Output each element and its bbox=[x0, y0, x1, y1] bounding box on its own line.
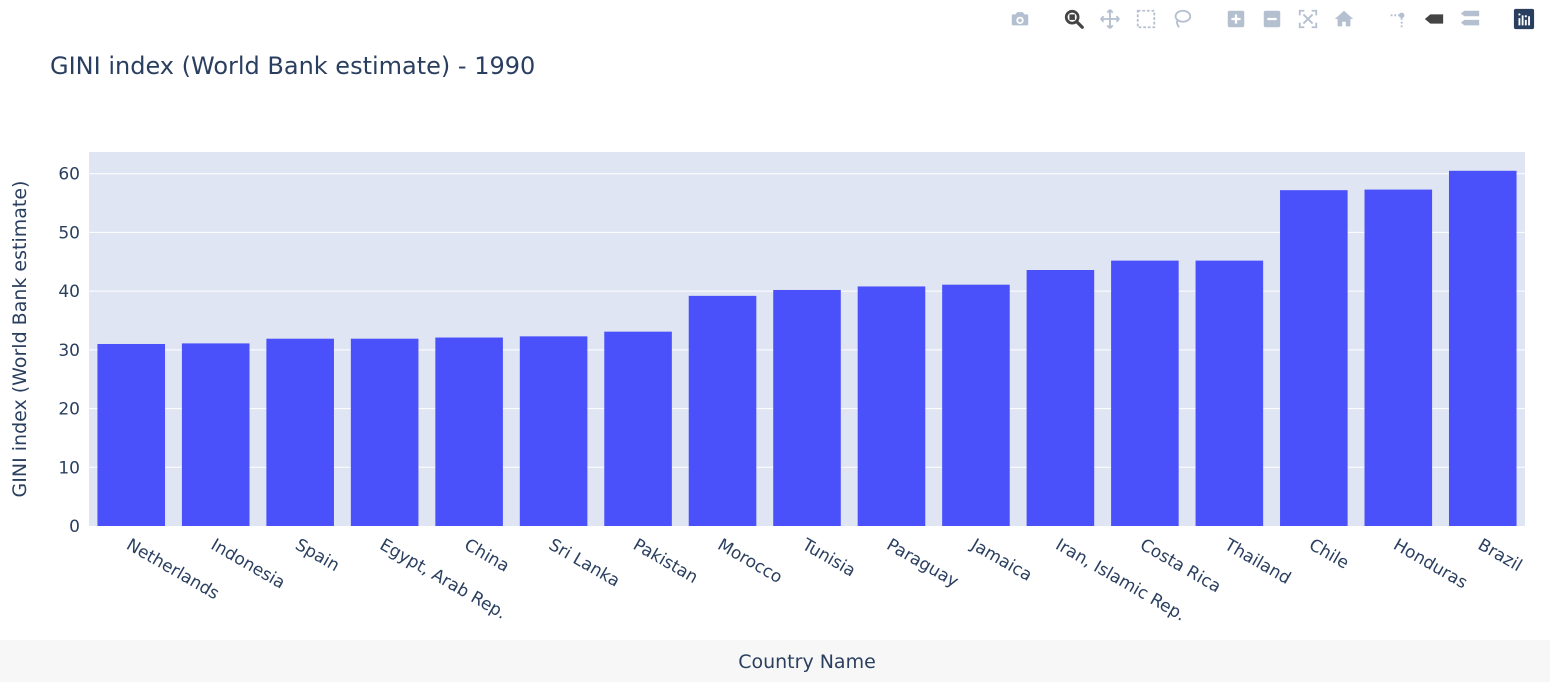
bar[interactable] bbox=[857, 286, 926, 526]
bar[interactable] bbox=[435, 337, 503, 526]
x-tick-label: Spain bbox=[292, 535, 343, 576]
plot-modebar bbox=[984, 4, 1542, 34]
hover-compare-icon[interactable] bbox=[1457, 6, 1483, 32]
bar[interactable] bbox=[604, 331, 672, 526]
bars bbox=[97, 170, 1517, 526]
y-tick-label: 10 bbox=[58, 458, 80, 478]
zoom-out-icon[interactable] bbox=[1259, 6, 1285, 32]
bar[interactable] bbox=[181, 343, 250, 526]
bar[interactable] bbox=[1364, 189, 1433, 526]
x-tick-label: Brazil bbox=[1474, 535, 1525, 576]
pan-icon[interactable] bbox=[1097, 6, 1123, 32]
y-tick-labels: 0 10 20 30 40 50 60 bbox=[58, 165, 80, 537]
modebar-group-zoom bbox=[1218, 6, 1362, 32]
x-axis-title: Country Name bbox=[738, 651, 876, 673]
bar[interactable] bbox=[1448, 170, 1517, 526]
bar[interactable] bbox=[688, 295, 757, 526]
reset-axes-icon[interactable] bbox=[1331, 6, 1357, 32]
bar[interactable] bbox=[266, 338, 334, 526]
x-tick-label: Jamaica bbox=[967, 535, 1036, 586]
y-tick-label: 60 bbox=[58, 165, 80, 185]
x-tick-label: Tunisia bbox=[798, 535, 859, 582]
x-tick-label: Thailand bbox=[1220, 535, 1294, 589]
y-tick-label: 20 bbox=[58, 400, 80, 420]
bar[interactable] bbox=[97, 343, 166, 526]
y-axis-title: GINI index (World Bank estimate) bbox=[9, 181, 31, 498]
chart-title: GINI index (World Bank estimate) - 1990 bbox=[50, 52, 536, 80]
y-tick-label: 0 bbox=[69, 517, 80, 537]
box-select-icon[interactable] bbox=[1133, 6, 1159, 32]
lasso-select-icon[interactable] bbox=[1169, 6, 1195, 32]
zoom-in-icon[interactable] bbox=[1223, 6, 1249, 32]
bar[interactable] bbox=[1280, 190, 1348, 526]
plotly-logo-icon[interactable] bbox=[1511, 6, 1537, 32]
page-footer-band bbox=[0, 640, 1550, 682]
bar[interactable] bbox=[942, 284, 1010, 526]
bar[interactable] bbox=[519, 336, 588, 526]
y-tick-label: 40 bbox=[58, 282, 80, 302]
camera-icon[interactable] bbox=[1007, 6, 1033, 32]
x-tick-label: Sri Lanka bbox=[545, 535, 623, 592]
bar[interactable] bbox=[1111, 260, 1179, 526]
modebar-group-drag bbox=[1056, 6, 1200, 32]
x-tick-label: Pakistan bbox=[630, 535, 702, 588]
x-tick-label: Paraguay bbox=[883, 535, 962, 592]
y-tick-label: 30 bbox=[58, 341, 80, 361]
hover-closest-icon[interactable] bbox=[1421, 6, 1447, 32]
x-tick-label: China bbox=[461, 535, 513, 577]
zoom-icon[interactable] bbox=[1061, 6, 1087, 32]
modebar-group-logo bbox=[1506, 6, 1542, 32]
bar[interactable] bbox=[773, 289, 841, 526]
x-tick-label: Morocco bbox=[714, 535, 786, 588]
x-tick-label: Honduras bbox=[1390, 535, 1471, 593]
y-tick-label: 50 bbox=[58, 223, 80, 243]
x-tick-label: Netherlands bbox=[123, 535, 223, 604]
spike-lines-icon[interactable] bbox=[1385, 6, 1411, 32]
x-tick-label: Chile bbox=[1305, 535, 1352, 574]
bar[interactable] bbox=[350, 338, 419, 526]
modebar-group-export bbox=[1002, 6, 1038, 32]
bar[interactable] bbox=[1026, 270, 1095, 526]
bar[interactable] bbox=[1195, 260, 1264, 526]
autoscale-icon[interactable] bbox=[1295, 6, 1321, 32]
modebar-group-hover bbox=[1380, 6, 1488, 32]
